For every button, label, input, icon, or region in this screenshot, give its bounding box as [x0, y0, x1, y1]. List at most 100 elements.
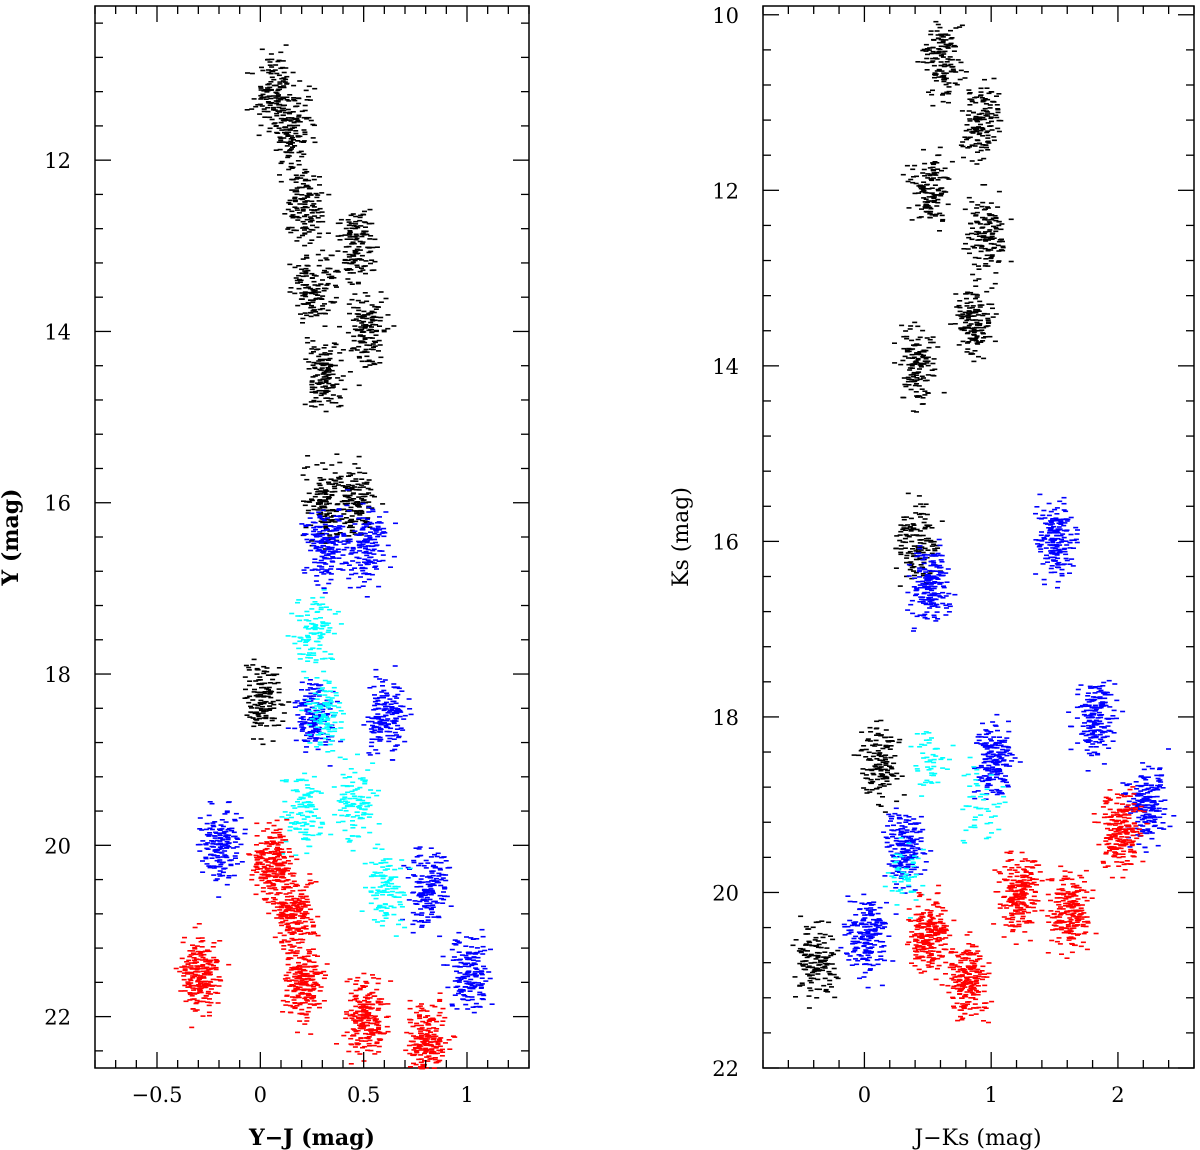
data-point-black — [292, 145, 298, 147]
data-point-black — [929, 192, 935, 195]
data-point-cyan — [304, 852, 310, 855]
data-point-red — [426, 1019, 432, 1022]
data-point-blue — [433, 867, 439, 869]
data-point-cyan — [371, 894, 377, 897]
data-point-black — [364, 481, 370, 484]
data-point-black — [945, 47, 951, 49]
data-point-black — [934, 70, 940, 72]
data-point-red — [299, 979, 305, 982]
data-point-blue — [361, 517, 367, 519]
data-point-red — [299, 927, 305, 930]
data-point-red — [196, 923, 202, 925]
data-point-black — [321, 478, 327, 481]
data-point-cyan — [293, 780, 299, 783]
data-point-black — [320, 386, 326, 388]
data-point-red — [226, 963, 232, 966]
data-point-red — [306, 959, 312, 962]
data-point-red — [324, 963, 330, 965]
data-point-cyan — [393, 887, 399, 890]
data-point-red — [205, 983, 211, 985]
data-point-red — [354, 1032, 360, 1035]
data-point-cyan — [308, 805, 314, 807]
data-point-black — [332, 521, 338, 523]
data-point-black — [322, 303, 327, 305]
data-point-red — [254, 835, 260, 837]
data-point-blue — [299, 730, 305, 732]
data-point-black — [347, 236, 353, 238]
data-point-blue — [233, 857, 238, 859]
data-point-black — [931, 169, 937, 172]
data-point-blue — [480, 993, 486, 995]
data-point-cyan — [326, 724, 332, 727]
data-point-blue — [324, 532, 330, 535]
data-point-blue — [373, 531, 379, 533]
data-point-red — [374, 1022, 380, 1024]
data-point-black — [341, 508, 347, 511]
data-point-cyan — [316, 647, 322, 650]
data-point-black — [300, 317, 306, 320]
data-point-blue — [315, 730, 321, 733]
data-point-blue — [361, 567, 367, 569]
data-point-blue — [426, 905, 431, 907]
data-point-black — [290, 216, 296, 219]
data-point-black — [933, 80, 939, 82]
data-point-red — [439, 1024, 445, 1026]
data-point-black — [287, 263, 293, 266]
data-point-black — [314, 348, 320, 351]
data-point-blue — [330, 551, 336, 554]
data-point-blue — [321, 562, 327, 564]
data-point-black — [940, 40, 946, 43]
data-point-blue — [337, 528, 343, 530]
data-point-blue — [456, 981, 462, 983]
data-point-red — [285, 895, 290, 898]
data-point-blue — [460, 975, 466, 978]
data-point-black — [307, 216, 313, 218]
data-point-blue — [372, 559, 378, 561]
data-point-black — [338, 475, 344, 478]
data-point-blue — [321, 550, 327, 552]
data-point-blue — [380, 723, 386, 725]
data-point-black — [366, 222, 372, 225]
data-point-cyan — [311, 815, 317, 817]
data-point-red — [367, 1028, 373, 1031]
data-point-blue — [314, 540, 320, 543]
data-point-red — [207, 963, 213, 966]
data-point-blue — [343, 562, 349, 564]
data-point-blue — [470, 982, 476, 984]
data-point-red — [303, 983, 309, 985]
data-point-black — [352, 249, 358, 252]
data-point-red — [418, 1024, 424, 1027]
data-point-cyan — [337, 702, 343, 704]
data-point-black — [367, 208, 373, 211]
data-point-blue — [379, 691, 385, 693]
data-point-blue — [430, 904, 436, 906]
data-point-black — [302, 223, 308, 225]
data-point-cyan — [304, 625, 310, 628]
data-point-blue — [310, 729, 316, 732]
data-point-red — [303, 996, 309, 999]
data-point-red — [280, 912, 286, 915]
data-point-red — [349, 1043, 355, 1046]
data-point-blue — [479, 928, 485, 931]
data-point-cyan — [292, 642, 298, 645]
data-point-black — [362, 210, 367, 213]
data-point-black — [322, 548, 328, 550]
data-point-black — [344, 500, 350, 502]
data-point-red — [381, 1032, 387, 1035]
data-point-black — [363, 324, 369, 326]
data-point-black — [347, 312, 352, 315]
data-point-black — [357, 514, 363, 516]
data-point-red — [274, 917, 280, 919]
data-point-red — [452, 1036, 458, 1038]
data-point-black — [312, 124, 317, 127]
data-point-red — [207, 961, 213, 963]
data-point-red — [247, 854, 253, 856]
data-point-blue — [470, 1006, 476, 1008]
data-point-red — [187, 950, 193, 952]
data-point-red — [310, 921, 316, 923]
data-point-red — [185, 963, 191, 965]
data-point-black — [910, 373, 916, 376]
data-point-black — [346, 268, 352, 270]
data-point-red — [203, 971, 209, 974]
data-point-red — [211, 956, 217, 959]
